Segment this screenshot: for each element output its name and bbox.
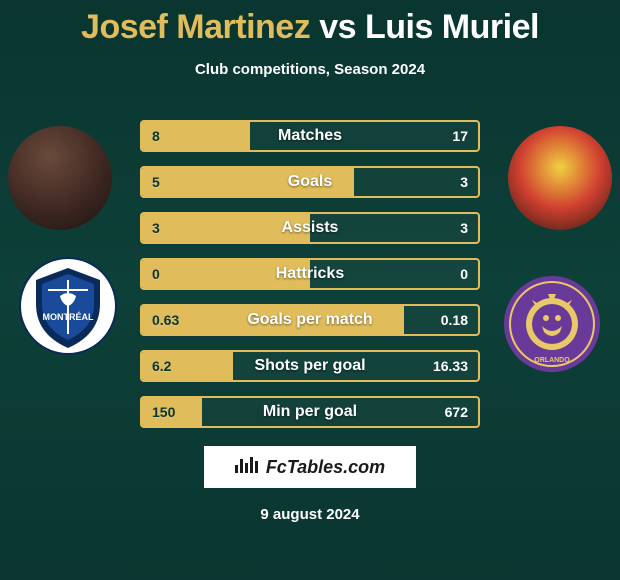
svg-text:MONTRÉAL: MONTRÉAL (43, 312, 94, 322)
stat-label: Goals per match (142, 306, 478, 334)
player1-club-logo: MONTRÉAL (18, 256, 118, 356)
comparison-title: Josef Martinez vs Luis Muriel (0, 0, 620, 47)
stat-label: Matches (142, 122, 478, 150)
stat-label: Assists (142, 214, 478, 242)
player2-avatar (508, 126, 612, 230)
stat-row: 6.216.33Shots per goal (140, 350, 480, 382)
bars-icon (235, 457, 260, 478)
player1-avatar (8, 126, 112, 230)
svg-text:ORLANDO: ORLANDO (534, 357, 570, 364)
player2-club-logo: ORLANDO (502, 274, 602, 374)
stat-row: 00Hattricks (140, 258, 480, 290)
stat-row: 817Matches (140, 120, 480, 152)
fctables-label: FcTables.com (266, 457, 385, 478)
subtitle: Club competitions, Season 2024 (0, 61, 620, 78)
player2-name: Luis Muriel (365, 8, 539, 46)
fctables-watermark: FcTables.com (204, 446, 416, 488)
stat-row: 150672Min per goal (140, 396, 480, 428)
player1-name: Josef Martinez (81, 8, 310, 46)
stats-chart: 817Matches 53Goals 33Assists 00Hattricks 0.6… (140, 120, 480, 442)
impact-montreal-icon: MONTRÉAL (18, 256, 118, 356)
stat-label: Shots per goal (142, 352, 478, 380)
orlando-city-icon: ORLANDO (502, 274, 602, 374)
stat-row: 33Assists (140, 212, 480, 244)
vs-text: vs (319, 8, 356, 46)
stat-row: 53Goals (140, 166, 480, 198)
stat-row: 0.630.18Goals per match (140, 304, 480, 336)
date-label: 9 august 2024 (0, 506, 620, 523)
stat-label: Hattricks (142, 260, 478, 288)
stat-label: Min per goal (142, 398, 478, 426)
stat-label: Goals (142, 168, 478, 196)
